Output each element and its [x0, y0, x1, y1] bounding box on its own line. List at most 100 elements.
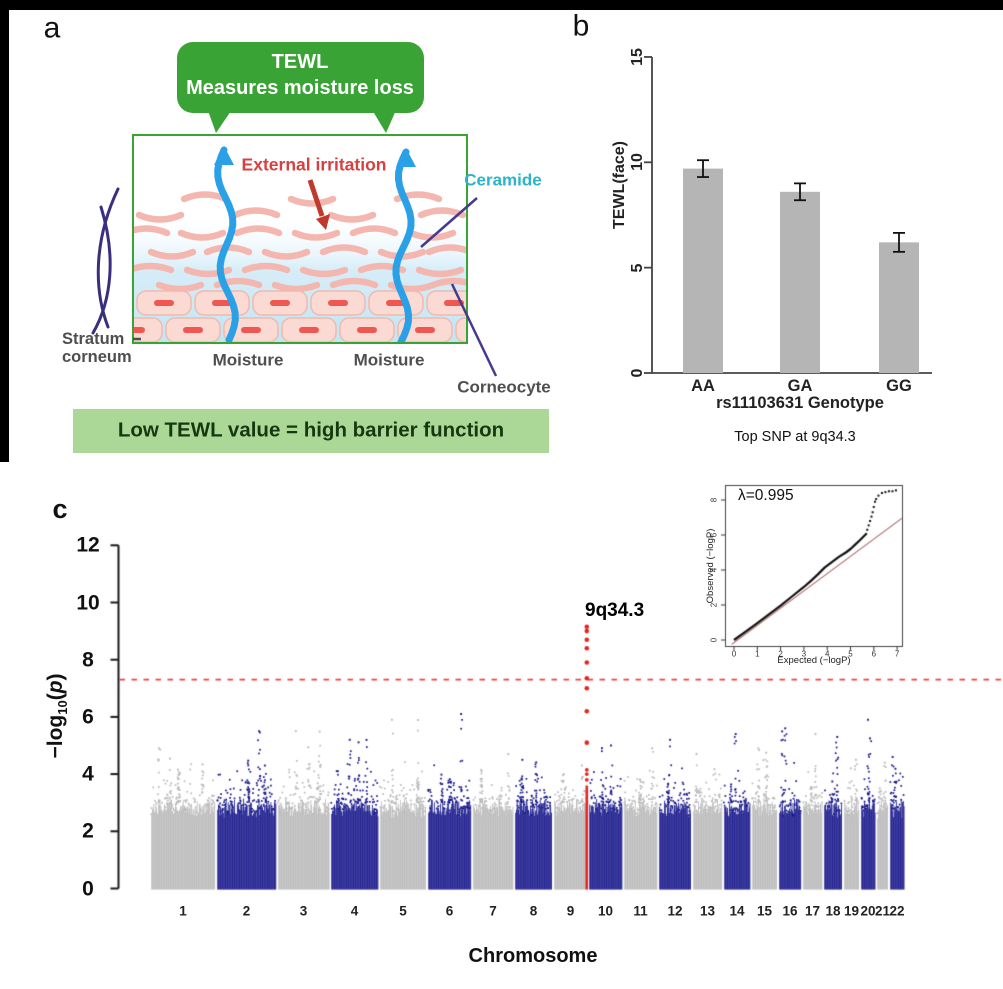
manhattan-y-tick-label: 4: [82, 762, 94, 786]
cell-nucleus: [357, 327, 377, 333]
moisture-label-right: Moisture: [353, 350, 425, 370]
lambda-label: λ=0.995: [738, 487, 794, 504]
lamella: [287, 195, 337, 207]
chromosome-label-1: 1: [179, 903, 187, 919]
bar-GG: [879, 242, 919, 373]
ceramide-label: Ceramide: [464, 170, 542, 190]
bar-GA: [780, 191, 820, 373]
irritation-arrow: [307, 179, 330, 230]
lamella: [134, 262, 175, 274]
qq-y-tick-label: 4: [709, 567, 719, 573]
lamella: [429, 277, 466, 289]
ylabel-open-paren: (: [43, 693, 67, 701]
chromosome-label-7: 7: [489, 903, 497, 919]
cell-nucleus: [415, 327, 435, 333]
cell-nucleus: [134, 327, 145, 333]
ylabel-p-variable: p: [43, 680, 67, 694]
qq-plot-inset: λ=0.995 Expected (−logP) Observed (−logP…: [700, 478, 940, 673]
corneocyte-cell: [455, 317, 466, 342]
bubble-title: TEWL: [271, 51, 329, 73]
chromosome-label-6: 6: [445, 903, 454, 919]
low-tewl-banner: Low TEWL value = high barrier function: [73, 409, 549, 453]
cell-nucleus: [270, 300, 290, 306]
bar-y-tick-label: 10: [629, 153, 647, 172]
qq-x-tick-label: 2: [778, 649, 783, 659]
corneocyte-cell: [134, 317, 163, 342]
chromosome-label-13: 13: [699, 903, 716, 919]
qq-x-tick-label: 5: [848, 649, 853, 659]
corneocyte-cells: [134, 290, 466, 342]
lamella: [329, 277, 379, 289]
cell-nucleus: [212, 300, 232, 306]
genotype-bar-chart: [644, 56, 932, 374]
lamella: [155, 281, 205, 293]
ylabel-prefix: −log: [43, 714, 67, 759]
chromosome-label-12: 12: [667, 903, 683, 919]
manhattan-y-tick-label: 6: [82, 705, 94, 729]
cell-nucleus: [299, 327, 319, 333]
lamella: [177, 229, 227, 241]
chromosome-label-8: 8: [529, 903, 538, 919]
cell-nucleus: [328, 300, 348, 306]
external-irritation-label: External irritation: [241, 154, 387, 175]
cell-nucleus: [183, 327, 203, 333]
ceramide-pointer-line: [420, 197, 478, 248]
lamella: [241, 262, 291, 274]
qq-y-tick-label: 2: [709, 602, 719, 608]
cell-nucleus: [154, 300, 174, 306]
lamella: [319, 244, 369, 256]
bar-AA: [683, 168, 723, 373]
irritation-arrow-shaft: [307, 179, 325, 217]
lamella: [231, 207, 281, 219]
manhattan-y-tick-label: 12: [76, 533, 100, 557]
qq-x-tick-label: 4: [824, 649, 830, 659]
lamella: [291, 229, 341, 241]
ylabel-subscript: 10: [54, 700, 70, 715]
qq-y-tick-label: 6: [709, 532, 719, 538]
chromosome-label-16: 16: [782, 903, 798, 919]
corneocyte-pointer-line: [450, 283, 498, 377]
lamella: [271, 281, 321, 293]
bar-category-label: GA: [787, 376, 813, 395]
moisture-arrow: [214, 146, 239, 342]
manhattan-y-axis-title: −log10(p): [44, 673, 70, 758]
chromosome-label-15: 15: [756, 903, 773, 919]
panel-b-letter: b: [572, 9, 590, 43]
lamella: [299, 266, 349, 278]
moisture-arrowhead: [396, 148, 416, 167]
moisture-label-left: Moisture: [212, 350, 284, 370]
low-tewl-banner-text: Low TEWL value = high barrier function: [117, 418, 505, 442]
lamella: [147, 248, 197, 260]
chromosome-label-17: 17: [804, 903, 821, 919]
qq-y-axis-title: Observed (−logP): [704, 528, 716, 604]
qq-x-tick-label: 3: [801, 649, 807, 659]
lamella: [327, 211, 377, 223]
panel-a-letter: a: [43, 11, 61, 45]
chromosome-label-18: 18: [825, 903, 841, 919]
stratum-line1: Stratum: [62, 330, 125, 348]
left-black-bar: [0, 0, 9, 462]
manhattan-y-tick-label: 0: [82, 876, 94, 900]
lamella: [183, 266, 233, 278]
moisture-arrowhead: [214, 146, 234, 165]
chromosome-label-3: 3: [299, 903, 308, 919]
chromosome-label-2: 2: [242, 903, 251, 919]
corneocyte-label: Corneocyte: [457, 377, 551, 397]
lamella: [261, 248, 311, 260]
tewl-speech-bubble: [177, 42, 424, 133]
lamella: [134, 225, 171, 237]
manhattan-y-tick-label: 8: [82, 648, 94, 672]
manhattan-y-tick-label: 10: [76, 590, 100, 614]
bar-y-tick-label: 0: [629, 368, 647, 378]
cell-nucleus: [386, 300, 406, 306]
bubble-subtitle: Measures moisture loss: [186, 77, 414, 99]
ylabel-close-paren: ): [43, 673, 67, 681]
qq-x-tick-label: 7: [894, 649, 900, 659]
bar-y-axis-title: TEWL(face): [611, 141, 629, 229]
qq-x-tick-label: 6: [871, 649, 877, 659]
lamella: [135, 211, 185, 223]
chromosome-label-22: 22: [889, 903, 905, 919]
stratum-line2: corneum: [62, 348, 132, 366]
